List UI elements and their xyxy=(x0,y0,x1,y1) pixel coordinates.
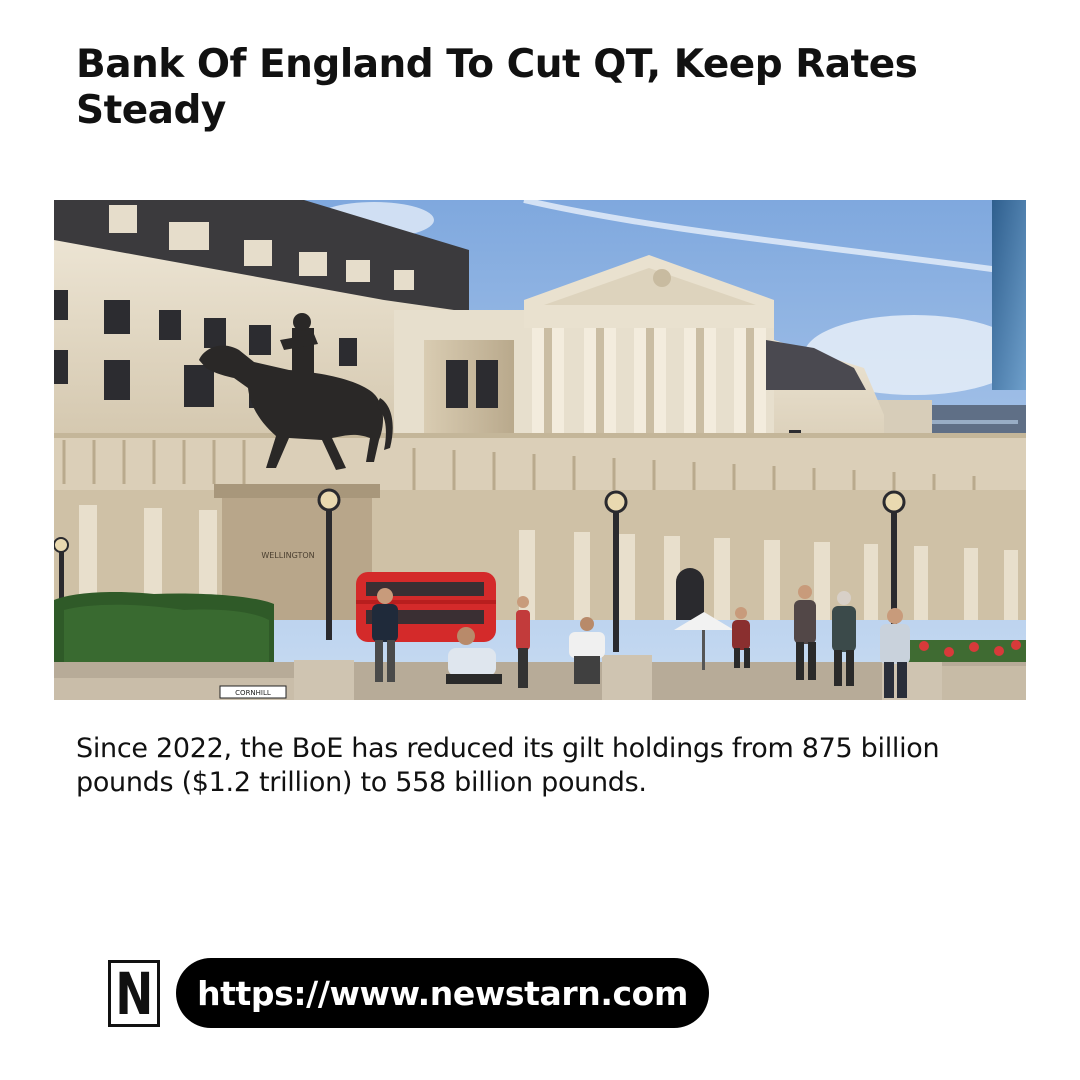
article-headline: Bank Of England To Cut QT, Keep Rates St… xyxy=(76,42,918,133)
logo-letter: N xyxy=(115,959,153,1028)
article-photo: WELLINGTON xyxy=(54,200,1026,700)
site-url-link[interactable]: https://www.newstarn.com xyxy=(176,958,709,1028)
statue-inscription: WELLINGTON xyxy=(261,551,314,560)
article-caption: Since 2022, the BoE has reduced its gilt… xyxy=(76,733,940,798)
street-sign: CORNHILL xyxy=(235,689,271,697)
newstarn-logo[interactable]: N xyxy=(108,960,160,1027)
